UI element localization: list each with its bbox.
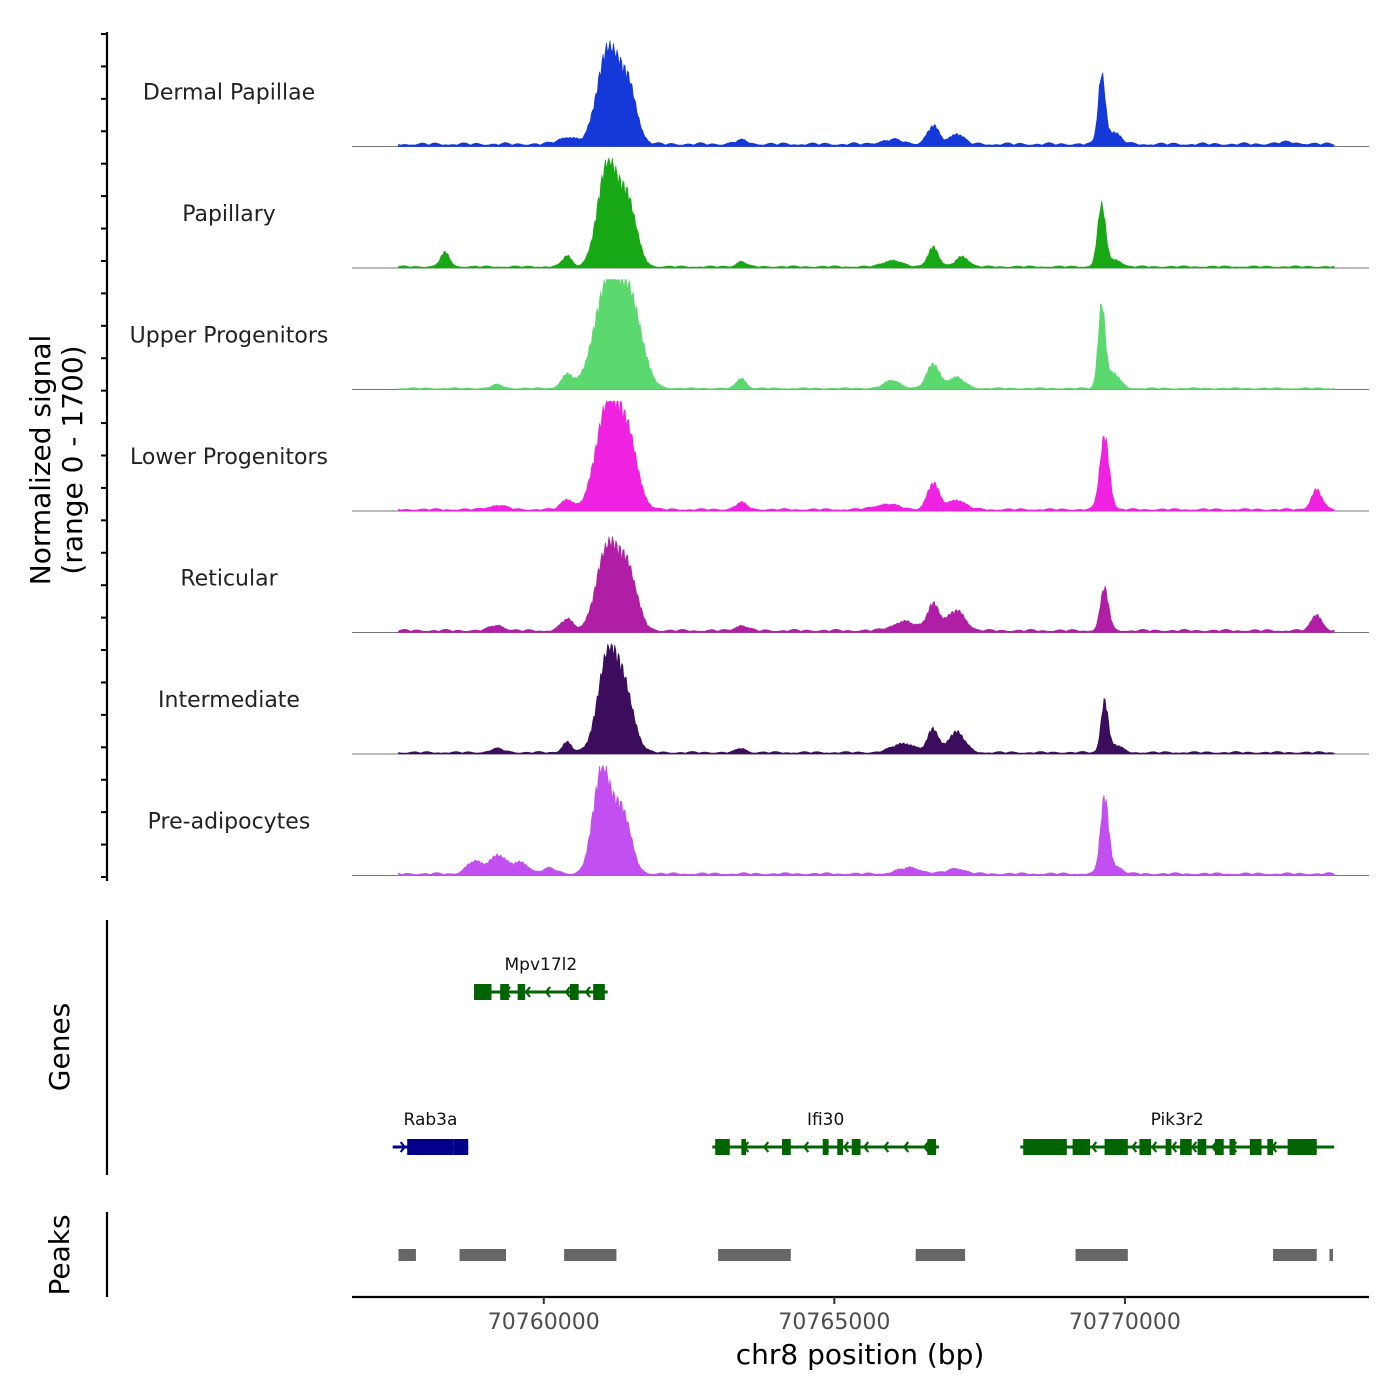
gene-exon [453,1139,469,1155]
signal-area [398,764,1335,876]
track-lower-progenitors: Lower Progenitors [130,400,1369,512]
strand-arrow [922,1141,930,1153]
track-label: Dermal Papillae [143,81,315,106]
gene-label: Pik3r2 [1151,1110,1204,1130]
peaks-track-title: Peaks [43,1214,76,1295]
strand-arrow [1210,1141,1218,1153]
x-axis-ticks: 70760000 70765000 70770000 [488,1297,1181,1335]
y-axis-range: (range 0 - 1700) [56,345,89,574]
gene-exon [593,984,605,1000]
track-intermediate: Intermediate [158,643,1369,755]
gene-exon [1165,1139,1172,1155]
track-label: Papillary [182,202,276,227]
x-axis-title: chr8 position (bp) [736,1338,985,1371]
strand-arrow [584,986,591,998]
signal-tracks: Dermal Papillae Papillary Upper Progenitor… [130,40,1369,876]
strand-arrow [1190,1141,1198,1153]
gene-exon [837,1139,844,1155]
gene-exon [1023,1139,1067,1155]
peak-region [1329,1249,1333,1261]
gene-exon [927,1139,937,1155]
gene-pik3r2: Pik3r2 [1020,1110,1335,1155]
peak-region [1075,1249,1128,1261]
gene-exon [851,1139,861,1155]
gene-exon [782,1139,791,1155]
gene-exon [1229,1139,1236,1155]
strand-arrow [399,1141,407,1153]
gene-exon [474,984,492,1000]
track-papillary: Papillary [182,157,1369,269]
track-label: Reticular [180,567,278,592]
peak-region [564,1249,617,1261]
gene-exon [517,984,526,1000]
gene-exon [1214,1139,1224,1155]
strand-arrow [882,1141,890,1153]
strand-arrow [544,986,551,998]
gene-ifi30: Ifi30 [712,1110,939,1155]
track-label: Upper Progenitors [130,324,329,349]
track-upper-progenitors: Upper Progenitors [130,279,1369,390]
signal-area [398,400,1335,512]
strand-arrow [564,986,571,998]
gene-exon [1072,1139,1091,1155]
strand-arrow [524,986,531,998]
peak-region [915,1249,966,1261]
genes-track-title: Genes [43,1003,76,1091]
strand-arrow [1150,1141,1158,1153]
signal-area [398,279,1335,390]
gene-exon [407,1139,454,1155]
x-tick-label: 70765000 [778,1310,890,1335]
signal-area [398,536,1335,633]
gene-label: Mpv17l2 [505,955,578,975]
strand-arrow [862,1141,870,1153]
gene-exon [1197,1139,1207,1155]
strand-arrow [762,1141,770,1153]
strand-arrow [1130,1141,1138,1153]
x-tick-label: 70770000 [1069,1310,1181,1335]
peak-track [398,1249,1333,1261]
strand-arrow [802,1141,810,1153]
y-axis-title: Normalized signal [24,335,57,586]
strand-arrow [902,1141,910,1153]
gene-exon [1139,1139,1152,1155]
gene-exon [1249,1139,1262,1155]
track-reticular: Reticular [180,536,1369,633]
track-pre-adipocytes: Pre-adipocytes [148,764,1369,876]
strand-arrow [842,1141,850,1153]
track-label: Pre-adipocytes [148,810,311,835]
peak-region [398,1249,416,1261]
signal-area [398,40,1335,147]
track-label: Lower Progenitors [130,445,328,470]
peak-region [718,1249,791,1261]
track-dermal-papillae: Dermal Papillae [143,40,1369,147]
track-label: Intermediate [158,688,300,713]
peak-region [1273,1249,1317,1261]
gene-exon [500,984,509,1000]
gene-exon [822,1139,829,1155]
gene-exon [1267,1139,1274,1155]
gene-exon [1180,1139,1192,1155]
peak-region [459,1249,507,1261]
strand-arrow [1170,1141,1178,1153]
gene-exon [1287,1139,1317,1155]
gene-label: Ifi30 [807,1110,844,1130]
gene-exon [1104,1139,1128,1155]
gene-rab3a: Rab3a [392,1110,469,1155]
gene-mpv17l2: Mpv17l2 [474,955,608,1000]
gene-exon [569,984,579,1000]
gene-track: Mpv17l2 Rab3a Ifi30 Pik3r2 [392,955,1335,1155]
signal-area [398,157,1335,269]
x-tick-label: 70760000 [488,1310,600,1335]
gene-exon [741,1139,747,1155]
signal-y-ticks [101,33,107,878]
signal-area [398,643,1335,755]
strand-arrow [1090,1141,1098,1153]
gene-exon [715,1139,730,1155]
gene-label: Rab3a [404,1110,458,1130]
